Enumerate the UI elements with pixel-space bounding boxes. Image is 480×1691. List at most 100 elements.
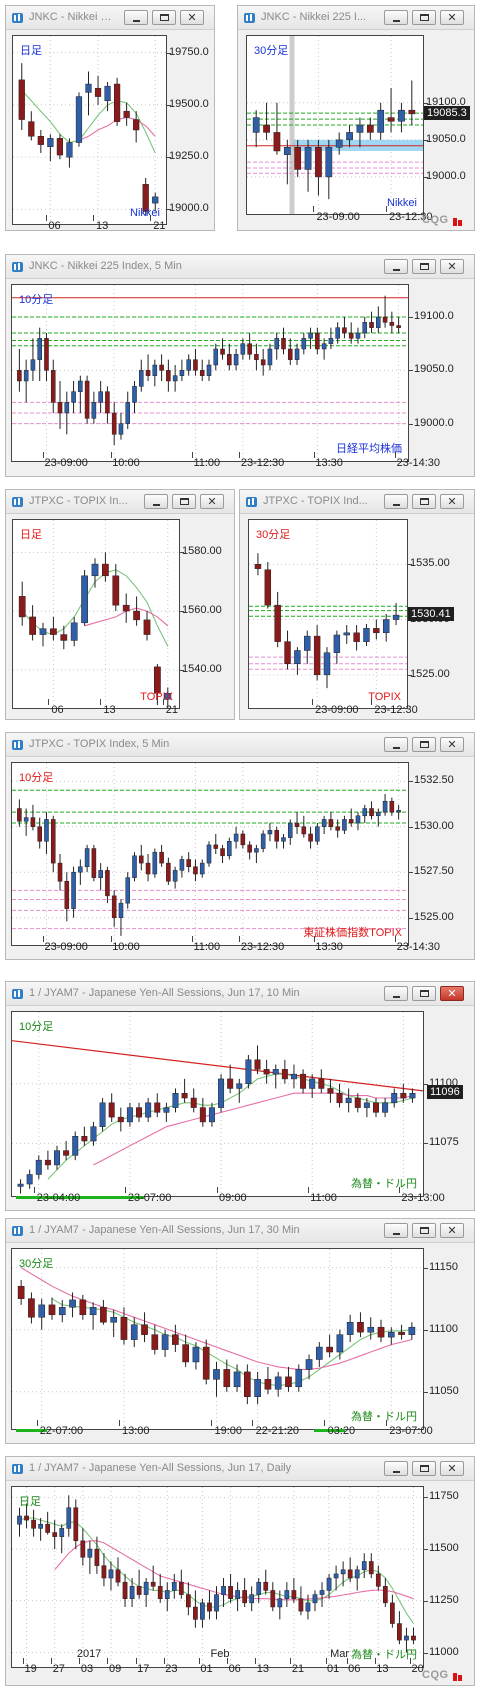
maximize-button[interactable] xyxy=(152,10,176,25)
x-tick-label: 23-13:00 xyxy=(401,1192,445,1204)
chart-window[interactable]: JNKC - Nikkei 225 Index, 5 Min ✕ 10分足 日経平均株… xyxy=(5,254,475,477)
candle xyxy=(249,1586,255,1612)
candle xyxy=(84,844,90,873)
minimize-button[interactable] xyxy=(124,10,148,25)
candle-body xyxy=(355,332,361,339)
x-tick-mark xyxy=(239,936,241,942)
candle xyxy=(376,306,381,333)
title-bar[interactable]: JNKC - Nikkei 225 Index, 5 Min ✕ xyxy=(6,255,474,279)
close-button[interactable]: ✕ xyxy=(440,1223,464,1238)
y-tick-mark xyxy=(167,157,171,159)
minimize-button[interactable] xyxy=(384,10,408,25)
candle-body xyxy=(193,359,198,371)
instrument-label: 為替・ドル円 xyxy=(351,1178,417,1190)
chart-window[interactable]: JNKC - Nikkei 225 I... ✕ 30分足 Nikkei 19100.0… xyxy=(237,5,475,231)
maximize-icon xyxy=(160,14,169,21)
candle-body xyxy=(56,138,64,156)
title-bar[interactable]: JTPXC - TOPIX In... ✕ xyxy=(6,490,234,514)
maximize-button[interactable] xyxy=(172,494,196,509)
chart-window[interactable]: JNKC - Nikkei 22... ✕ 日足 Nikkei 19750.0 19500… xyxy=(5,5,215,232)
close-icon: ✕ xyxy=(447,738,457,751)
title-bar[interactable]: 1 / JYAM7 - Japanese Yen-All Sessions, J… xyxy=(6,1457,474,1481)
chart-window[interactable]: 1 / JYAM7 - Japanese Yen-All Sessions, J… xyxy=(5,1218,475,1444)
candle xyxy=(290,1064,297,1089)
maximize-icon xyxy=(420,1465,429,1472)
title-bar[interactable]: JTPXC - TOPIX Index, 5 Min ✕ xyxy=(6,733,474,757)
minimize-button[interactable] xyxy=(384,1461,408,1476)
minimize-button[interactable] xyxy=(384,737,408,752)
x-tick-label: 06 xyxy=(228,1663,241,1675)
maximize-button[interactable] xyxy=(412,10,436,25)
close-button[interactable]: ✕ xyxy=(440,259,464,274)
candle-body xyxy=(313,635,321,676)
plot-area[interactable]: 日足 為替・ドル円 xyxy=(11,1486,424,1668)
title-bar[interactable]: JTPXC - TOPIX Ind... ✕ xyxy=(240,490,474,514)
candle xyxy=(145,854,151,882)
y-tick-mark xyxy=(424,1497,428,1499)
candle xyxy=(342,317,347,339)
close-button[interactable]: ✕ xyxy=(440,737,464,752)
candle xyxy=(304,630,311,664)
period-label: 2017 xyxy=(76,1648,102,1660)
minimize-button[interactable] xyxy=(384,259,408,274)
chart-window[interactable]: JTPXC - TOPIX In... ✕ 日足 TOPIX 1580.00 1560.0… xyxy=(5,489,235,720)
chart-window[interactable]: JTPXC - TOPIX Ind... ✕ 30分足 TOPIX 1535.00 153… xyxy=(239,489,475,720)
candle-body xyxy=(37,826,42,842)
plot-area[interactable]: 日足 Nikkei xyxy=(12,35,167,225)
plot-area[interactable]: 10分足 為替・ドル円 xyxy=(11,1011,424,1197)
chart-window[interactable]: 1 / JYAM7 - Japanese Yen-All Sessions, J… xyxy=(5,1456,475,1686)
x-tick-label: 23-04:00 xyxy=(36,1192,81,1204)
candle-body xyxy=(273,132,281,152)
candle-body xyxy=(186,359,191,371)
instrument-label: 為替・ドル円 xyxy=(351,1411,417,1423)
y-tick-label: 1527.50 xyxy=(414,865,454,878)
close-button[interactable]: ✕ xyxy=(440,986,464,1001)
close-button[interactable]: ✕ xyxy=(440,1461,464,1476)
candle xyxy=(129,1578,135,1607)
maximize-button[interactable] xyxy=(412,1223,436,1238)
candle-body xyxy=(44,819,49,842)
title-bar[interactable]: 1 / JYAM7 - Japanese Yen-All Sessions, J… xyxy=(6,1219,474,1243)
maximize-button[interactable] xyxy=(412,494,436,509)
y-tick-mark xyxy=(424,1600,428,1602)
candle xyxy=(163,1102,170,1122)
minimize-button[interactable] xyxy=(144,494,168,509)
close-button[interactable]: ✕ xyxy=(440,10,464,25)
candle xyxy=(240,338,246,360)
maximize-button[interactable] xyxy=(412,986,436,1001)
window-title: JTPXC - TOPIX In... xyxy=(29,495,128,507)
candle-body xyxy=(63,1150,70,1156)
minimize-button[interactable] xyxy=(384,1223,408,1238)
candle-body xyxy=(101,1565,107,1579)
candle xyxy=(328,327,334,349)
chart-window[interactable]: JTPXC - TOPIX Index, 5 Min ✕ 10分足 東証株価指数TOP… xyxy=(5,732,475,960)
candle-body xyxy=(89,1307,97,1316)
title-bar[interactable]: 1 / JYAM7 - Japanese Yen-All Sessions, J… xyxy=(6,982,474,1006)
trend-line xyxy=(12,1040,423,1092)
maximize-button[interactable] xyxy=(412,259,436,274)
candle xyxy=(138,359,144,392)
plot-area[interactable]: 日足 TOPIX xyxy=(12,519,180,709)
chart-window[interactable]: 1 / JYAM7 - Japanese Yen-All Sessions, J… xyxy=(5,981,475,1211)
candle-body xyxy=(373,628,380,634)
candle xyxy=(392,602,400,626)
plot-area[interactable]: 30分足 Nikkei xyxy=(246,35,424,215)
plot-area[interactable]: 10分足 東証株価指数TOPIX xyxy=(11,762,409,946)
title-bar[interactable]: JNKC - Nikkei 225 I... ✕ xyxy=(238,6,474,30)
window-title: JTPXC - TOPIX Ind... xyxy=(263,495,368,507)
maximize-button[interactable] xyxy=(412,737,436,752)
x-tick-mark xyxy=(325,1658,327,1664)
title-bar[interactable]: JNKC - Nikkei 22... ✕ xyxy=(6,6,214,30)
minimize-button[interactable] xyxy=(384,986,408,1001)
plot-area[interactable]: 30分足 為替・ドル円 xyxy=(11,1248,424,1430)
close-button[interactable]: ✕ xyxy=(440,494,464,509)
close-button[interactable]: ✕ xyxy=(180,10,204,25)
candle-body xyxy=(151,1334,159,1350)
plot-area[interactable]: 30分足 TOPIX xyxy=(248,519,408,709)
candle xyxy=(132,381,137,413)
maximize-button[interactable] xyxy=(412,1461,436,1476)
plot-area[interactable]: 10分足 日経平均株価 xyxy=(11,284,409,462)
minimize-button[interactable] xyxy=(384,494,408,509)
candle-body xyxy=(163,1107,170,1113)
close-button[interactable]: ✕ xyxy=(200,494,224,509)
